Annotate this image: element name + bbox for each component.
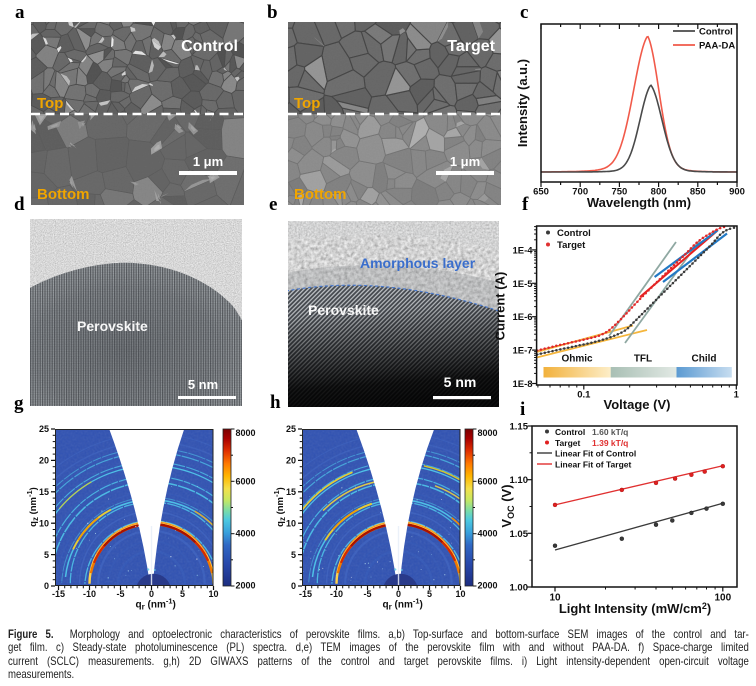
svg-text:Light Intensity (mW/cm2): Light Intensity (mW/cm2) xyxy=(559,601,711,616)
svg-text:Linear Fit of Control: Linear Fit of Control xyxy=(555,449,636,459)
svg-text:850: 850 xyxy=(690,187,706,198)
svg-text:1E-6: 1E-6 xyxy=(513,312,533,323)
svg-text:0: 0 xyxy=(149,589,154,599)
svg-text:10: 10 xyxy=(549,593,561,604)
svg-text:25: 25 xyxy=(285,424,295,434)
svg-text:1.60 kT/q: 1.60 kT/q xyxy=(592,427,628,437)
svg-text:Bottom: Bottom xyxy=(294,186,347,203)
svg-text:5: 5 xyxy=(290,550,295,560)
svg-text:PAA-DA: PAA-DA xyxy=(699,41,735,52)
svg-text:8000: 8000 xyxy=(478,428,498,438)
svg-text:6000: 6000 xyxy=(235,476,255,486)
svg-text:1.39 kT/q: 1.39 kT/q xyxy=(592,438,628,448)
svg-text:20: 20 xyxy=(285,456,295,466)
svg-text:Control: Control xyxy=(555,427,585,437)
svg-text:1E-8: 1E-8 xyxy=(513,379,533,390)
svg-text:5 nm: 5 nm xyxy=(188,377,218,392)
svg-text:-5: -5 xyxy=(363,589,371,599)
svg-text:1.05: 1.05 xyxy=(510,529,529,540)
svg-text:5: 5 xyxy=(426,589,431,599)
svg-text:Ohmic: Ohmic xyxy=(561,354,593,365)
svg-text:Target: Target xyxy=(447,38,495,55)
svg-text:1.15: 1.15 xyxy=(510,422,529,433)
svg-text:Linear Fit of Target: Linear Fit of Target xyxy=(555,460,632,470)
svg-text:-15: -15 xyxy=(298,589,311,599)
svg-text:100: 100 xyxy=(714,593,731,604)
svg-text:-5: -5 xyxy=(116,589,124,599)
svg-text:-10: -10 xyxy=(83,589,96,599)
svg-text:Target: Target xyxy=(557,240,586,251)
svg-text:6000: 6000 xyxy=(478,476,498,486)
svg-text:Control: Control xyxy=(181,38,238,55)
svg-text:5: 5 xyxy=(44,550,49,560)
svg-text:15: 15 xyxy=(39,487,49,497)
svg-text:4000: 4000 xyxy=(235,529,255,539)
svg-text:qr (nm-1): qr (nm-1) xyxy=(136,597,176,612)
svg-text:1E-7: 1E-7 xyxy=(513,346,533,357)
svg-text:Wavelength (nm): Wavelength (nm) xyxy=(587,195,691,210)
svg-text:700: 700 xyxy=(572,187,588,198)
svg-text:0: 0 xyxy=(44,581,49,591)
svg-text:Amorphous layer: Amorphous layer xyxy=(360,255,476,271)
svg-text:8000: 8000 xyxy=(235,428,255,438)
svg-text:5: 5 xyxy=(180,589,185,599)
svg-text:1E-5: 1E-5 xyxy=(513,279,534,290)
svg-text:Intensity (a.u.): Intensity (a.u.) xyxy=(515,59,530,147)
svg-text:Bottom: Bottom xyxy=(37,186,90,203)
svg-text:VOC (V): VOC (V) xyxy=(499,484,516,527)
svg-text:2000: 2000 xyxy=(478,581,498,591)
svg-text:Top: Top xyxy=(294,95,320,112)
svg-text:1 μm: 1 μm xyxy=(450,154,480,169)
svg-text:750: 750 xyxy=(611,187,627,198)
svg-text:800: 800 xyxy=(651,187,667,198)
svg-text:-10: -10 xyxy=(329,589,342,599)
svg-text:1E-4: 1E-4 xyxy=(513,245,534,256)
svg-text:15: 15 xyxy=(285,487,295,497)
svg-text:10: 10 xyxy=(39,518,49,528)
svg-text:5 nm: 5 nm xyxy=(444,374,477,390)
svg-text:Current (A): Current (A) xyxy=(493,272,508,341)
svg-text:0: 0 xyxy=(290,581,295,591)
svg-text:qz (nm-1): qz (nm-1) xyxy=(25,487,40,527)
svg-text:-15: -15 xyxy=(52,589,65,599)
svg-text:TFL: TFL xyxy=(634,354,652,365)
svg-text:Target: Target xyxy=(555,438,581,448)
svg-text:0: 0 xyxy=(395,589,400,599)
svg-text:10: 10 xyxy=(285,518,295,528)
svg-text:Control: Control xyxy=(699,27,733,38)
svg-text:Top: Top xyxy=(37,95,63,112)
svg-text:2000: 2000 xyxy=(235,581,255,591)
svg-text:qr (nm-1): qr (nm-1) xyxy=(382,597,422,612)
svg-text:Voltage (V): Voltage (V) xyxy=(604,397,671,412)
svg-text:Perovskite: Perovskite xyxy=(77,318,148,334)
svg-text:1.00: 1.00 xyxy=(510,583,529,594)
svg-text:1 μm: 1 μm xyxy=(193,154,223,169)
svg-text:4000: 4000 xyxy=(478,529,498,539)
svg-text:25: 25 xyxy=(39,424,49,434)
svg-text:10: 10 xyxy=(208,589,218,599)
svg-text:Control: Control xyxy=(557,228,591,239)
svg-text:1.10: 1.10 xyxy=(510,475,529,486)
svg-text:1: 1 xyxy=(734,390,740,401)
svg-text:Perovskite: Perovskite xyxy=(308,302,379,318)
svg-text:900: 900 xyxy=(729,187,745,198)
svg-text:20: 20 xyxy=(39,456,49,466)
svg-text:qz (nm-1): qz (nm-1) xyxy=(272,487,287,527)
svg-text:0.1: 0.1 xyxy=(577,390,591,401)
svg-text:10: 10 xyxy=(455,589,465,599)
svg-text:650: 650 xyxy=(533,187,549,198)
svg-text:Child: Child xyxy=(692,354,717,365)
